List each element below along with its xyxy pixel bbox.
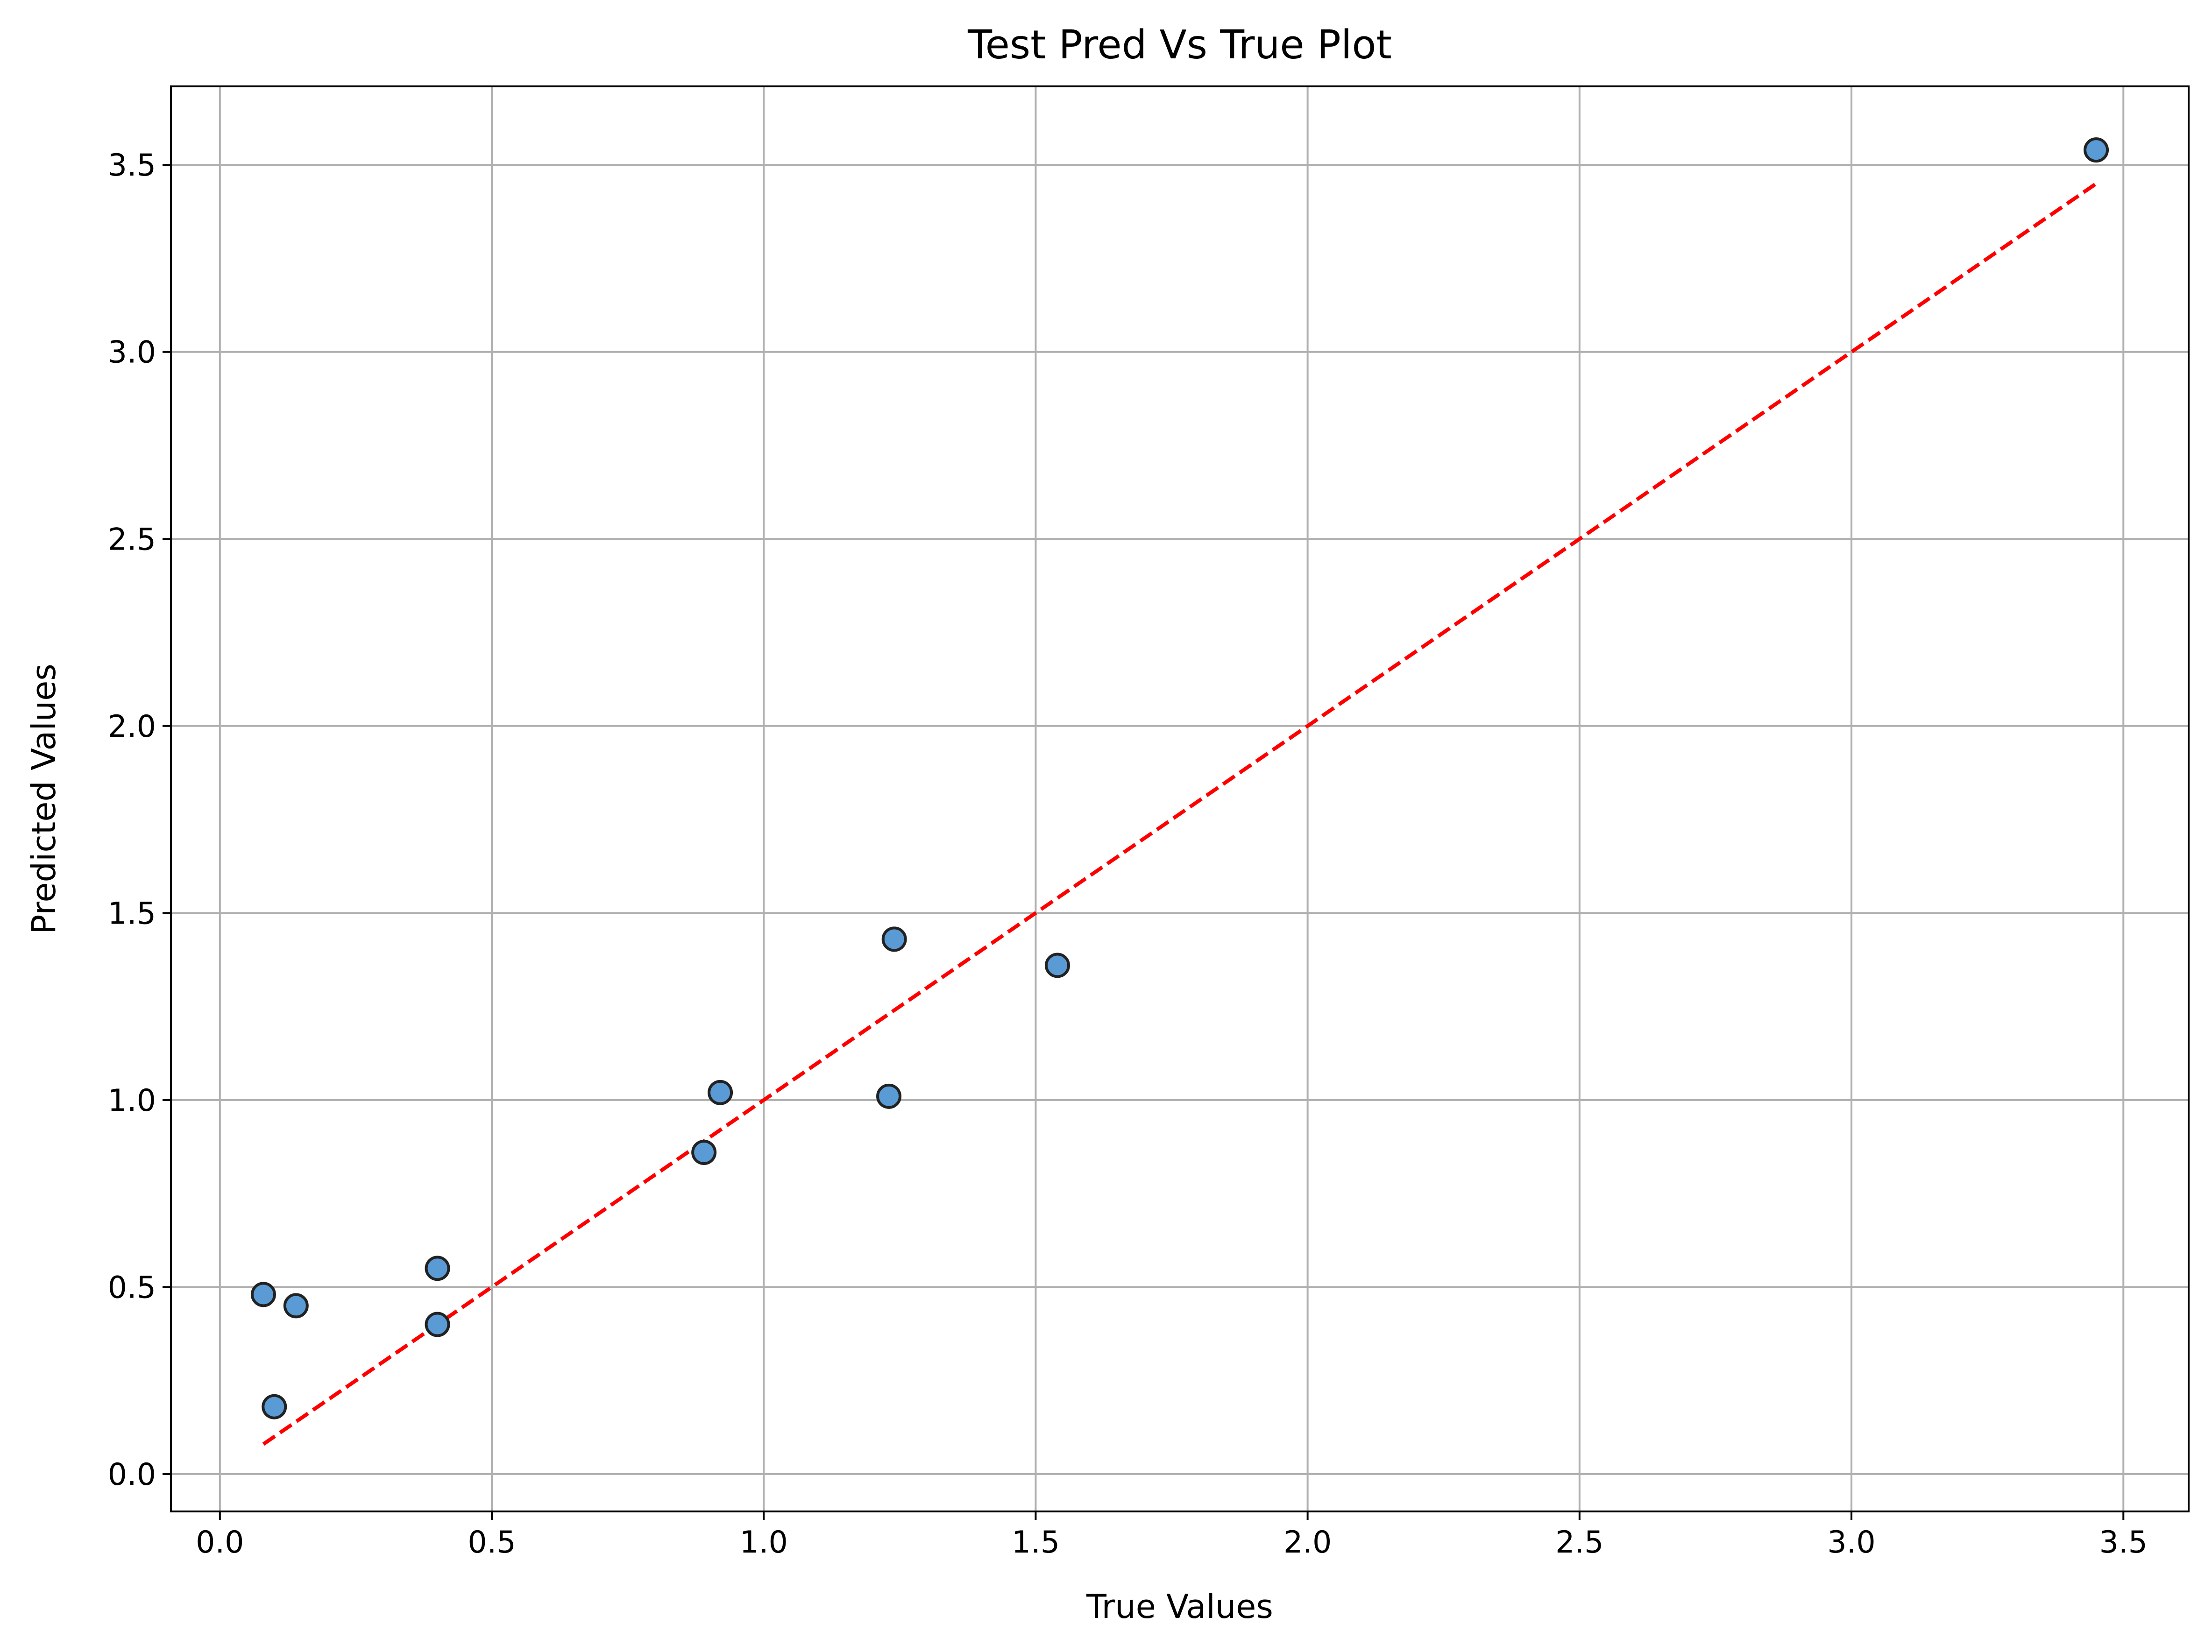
scatter-point <box>881 926 907 952</box>
y-tick-label: 2.5 <box>108 522 156 557</box>
y-tick-label: 3.0 <box>108 335 156 370</box>
scatter-point <box>691 1139 717 1165</box>
scatter-point <box>425 1312 450 1337</box>
plot-area-frame <box>170 85 2190 1512</box>
scatter-point <box>283 1293 309 1319</box>
reference-line-layer <box>262 182 2098 1446</box>
scatter-point <box>1045 953 1071 978</box>
y-tick-label: 0.0 <box>108 1457 156 1492</box>
chart-title: Test Pred Vs True Plot <box>967 22 1392 68</box>
y-tick-label: 3.5 <box>108 148 156 183</box>
x-tick-label: 3.5 <box>2099 1525 2148 1560</box>
scatter-point <box>250 1282 276 1307</box>
x-axis-title: True Values <box>1086 1588 1273 1626</box>
scatter-point <box>262 1394 287 1419</box>
x-tick-label: 0.5 <box>468 1525 516 1560</box>
x-axis-ticks: 0.0 0.5 1.0 1.5 2.0 2.5 3.0 3.5 <box>196 1511 2148 1560</box>
scatter-point <box>425 1256 450 1281</box>
x-tick-label: 1.5 <box>1012 1525 1060 1560</box>
y-tick-label: 0.5 <box>108 1270 156 1305</box>
scatter-point <box>2084 137 2109 163</box>
scatter-point <box>708 1080 733 1105</box>
y-tick-label: 1.0 <box>108 1083 156 1118</box>
x-tick-label: 2.0 <box>1283 1525 1332 1560</box>
scatter-point <box>876 1083 902 1109</box>
reference-line <box>262 182 2098 1446</box>
x-tick-label: 0.0 <box>196 1525 244 1560</box>
grid-lines <box>171 86 2189 1511</box>
x-tick-label: 2.5 <box>1555 1525 1603 1560</box>
x-tick-label: 3.0 <box>1827 1525 1875 1560</box>
y-axis-title: Predicted Values <box>25 664 63 934</box>
y-axis-ticks: 0.0 0.5 1.0 1.5 2.0 2.5 3.0 3.5 <box>108 148 171 1492</box>
y-tick-label: 2.0 <box>108 709 156 744</box>
x-tick-label: 1.0 <box>740 1525 788 1560</box>
scatter-points <box>250 137 2109 1419</box>
y-tick-label: 1.5 <box>108 896 156 931</box>
